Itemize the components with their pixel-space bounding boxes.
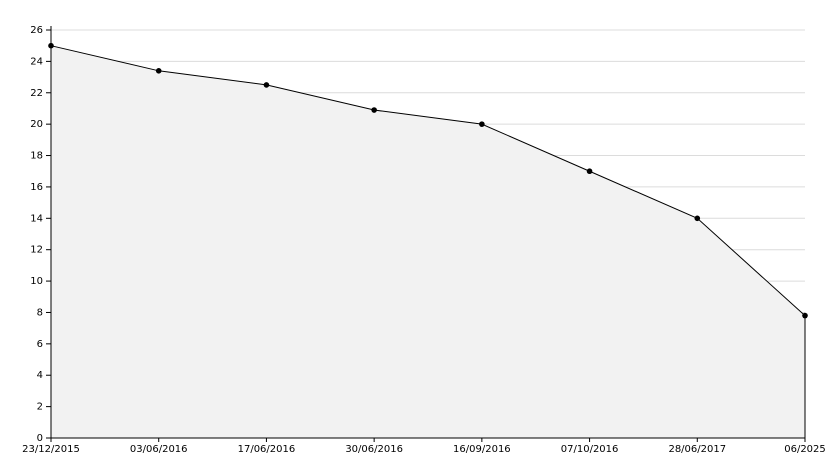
x-tick-label: 03/06/2016 xyxy=(130,444,188,455)
x-tick-label: 16/09/2016 xyxy=(453,444,511,455)
y-tick-label: 16 xyxy=(30,182,43,193)
point xyxy=(694,215,701,222)
y-tick-label: 18 xyxy=(30,151,43,162)
y-tick-label: 14 xyxy=(30,213,43,224)
y-tick-label: 4 xyxy=(37,370,43,381)
y-tick-label: 8 xyxy=(37,307,43,318)
y-tick-label: 12 xyxy=(30,245,43,256)
y-tick-label: 22 xyxy=(30,88,43,99)
y-tick-label: 0 xyxy=(37,433,43,444)
point xyxy=(802,312,808,319)
x-tick-label: 30/06/2016 xyxy=(345,444,403,455)
point xyxy=(479,121,485,127)
x-tick-label: 23/12/2015 xyxy=(22,444,80,455)
point xyxy=(263,82,270,88)
point xyxy=(371,107,377,113)
y-tick-label: 2 xyxy=(37,402,43,413)
y-tick-label: 20 xyxy=(30,119,43,130)
y-tick-label: 26 xyxy=(30,25,43,36)
x-tick-label: 28/06/2017 xyxy=(668,444,726,455)
y-tick-label: 6 xyxy=(37,339,43,350)
y-tick-label: 24 xyxy=(30,56,43,67)
y-tick-label: 10 xyxy=(30,276,43,287)
x-tick-label: 07/10/2016 xyxy=(561,444,619,455)
point xyxy=(586,168,593,175)
x-tick-label: 17/06/2016 xyxy=(238,444,296,455)
line xyxy=(50,45,806,316)
point xyxy=(155,68,162,74)
x-tick-label: 06/2025 xyxy=(784,444,826,455)
area-fill xyxy=(51,45,805,438)
